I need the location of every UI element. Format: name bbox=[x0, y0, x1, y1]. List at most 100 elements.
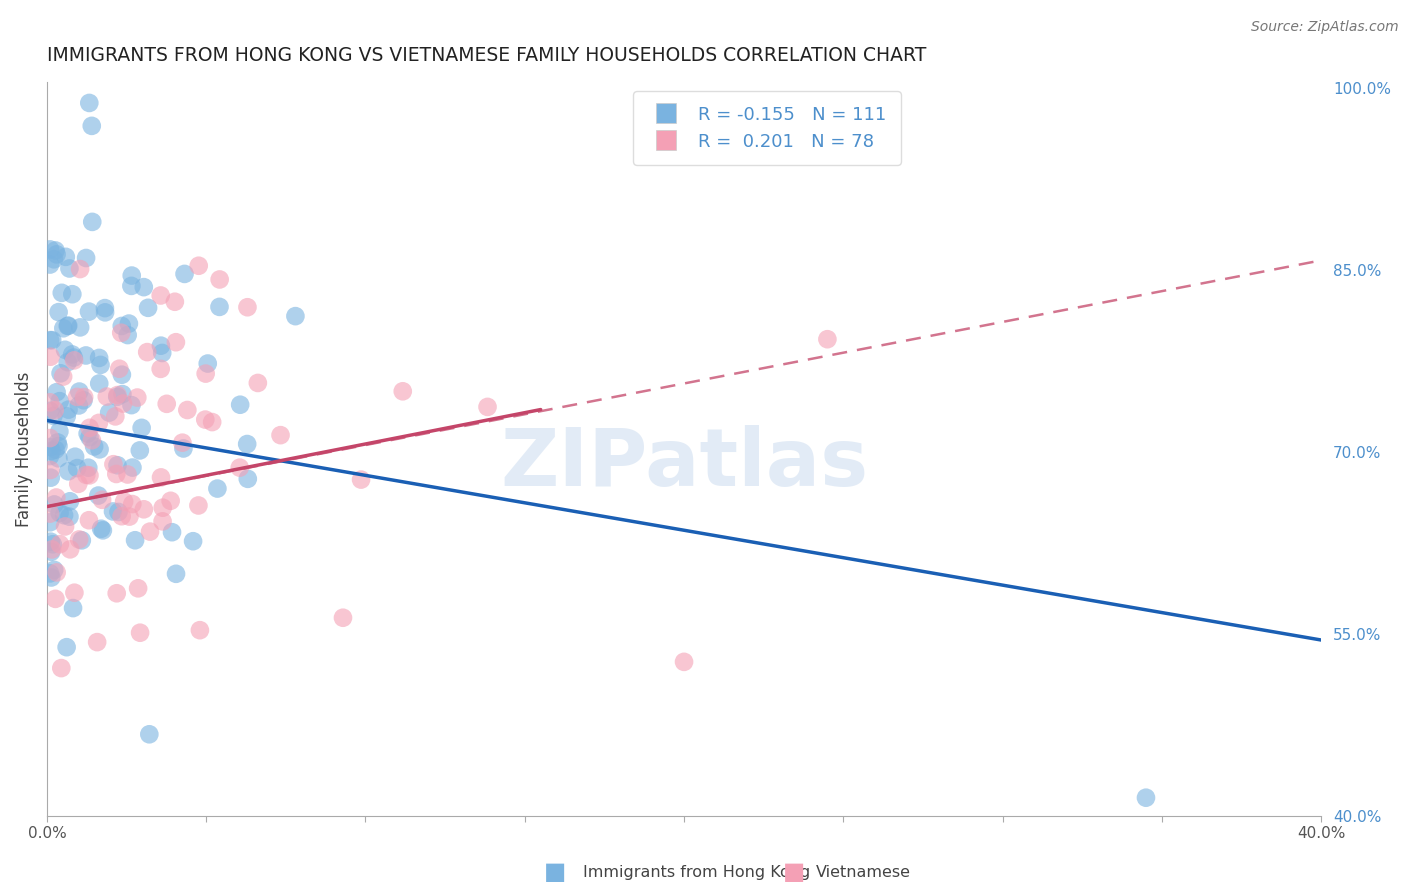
Point bbox=[236, 472, 259, 486]
Point bbox=[165, 335, 187, 350]
Point bbox=[48, 394, 70, 409]
Point bbox=[284, 309, 307, 323]
Y-axis label: Family Households: Family Households bbox=[15, 371, 32, 526]
Point bbox=[52, 321, 75, 335]
Point bbox=[73, 390, 96, 404]
Point bbox=[45, 247, 67, 261]
Point bbox=[77, 513, 100, 527]
Point bbox=[39, 516, 62, 530]
Point bbox=[41, 542, 63, 557]
Point bbox=[60, 347, 83, 361]
Point bbox=[89, 376, 111, 391]
Point bbox=[673, 655, 696, 669]
Point bbox=[131, 421, 153, 435]
Point bbox=[127, 582, 149, 596]
Point bbox=[39, 507, 62, 521]
Point bbox=[236, 437, 259, 451]
Point bbox=[58, 261, 80, 276]
Point bbox=[149, 288, 172, 302]
Point bbox=[69, 320, 91, 334]
Point bbox=[194, 412, 217, 426]
Point bbox=[86, 635, 108, 649]
Point bbox=[62, 351, 84, 365]
Point bbox=[181, 534, 204, 549]
Point bbox=[39, 463, 62, 477]
Point bbox=[105, 586, 128, 600]
Point bbox=[121, 497, 143, 511]
Point bbox=[150, 470, 173, 484]
Point bbox=[350, 473, 373, 487]
Point bbox=[160, 525, 183, 540]
Point bbox=[60, 287, 83, 301]
Point bbox=[173, 267, 195, 281]
Point bbox=[58, 318, 80, 333]
Point bbox=[55, 250, 77, 264]
Point bbox=[103, 457, 125, 471]
Point bbox=[139, 524, 162, 539]
Text: ■: ■ bbox=[544, 861, 567, 884]
Point bbox=[67, 476, 90, 491]
Point bbox=[149, 362, 172, 376]
Point bbox=[91, 524, 114, 538]
Point bbox=[75, 349, 97, 363]
Point bbox=[48, 305, 70, 319]
Point bbox=[159, 493, 181, 508]
Point bbox=[79, 430, 101, 444]
Point bbox=[120, 279, 142, 293]
Point bbox=[127, 391, 149, 405]
Text: Source: ZipAtlas.com: Source: ZipAtlas.com bbox=[1251, 20, 1399, 34]
Point bbox=[53, 519, 76, 533]
Point bbox=[111, 509, 134, 524]
Point bbox=[89, 358, 111, 372]
Point bbox=[42, 537, 65, 551]
Point bbox=[39, 545, 62, 559]
Point bbox=[66, 461, 89, 475]
Point bbox=[105, 467, 128, 481]
Point bbox=[77, 304, 100, 318]
Point bbox=[172, 435, 194, 450]
Point bbox=[39, 440, 62, 454]
Point bbox=[107, 388, 129, 402]
Point bbox=[101, 504, 124, 518]
Point bbox=[270, 428, 292, 442]
Point bbox=[41, 570, 63, 584]
Point bbox=[165, 566, 187, 581]
Point bbox=[39, 404, 62, 418]
Point bbox=[98, 406, 121, 420]
Point bbox=[208, 272, 231, 286]
Point bbox=[75, 467, 97, 482]
Point bbox=[111, 368, 134, 382]
Point bbox=[45, 566, 67, 580]
Point bbox=[132, 280, 155, 294]
Point bbox=[229, 460, 252, 475]
Point bbox=[67, 533, 90, 547]
Point bbox=[63, 353, 86, 368]
Point bbox=[39, 395, 62, 409]
Point bbox=[229, 398, 252, 412]
Point bbox=[117, 328, 139, 343]
Point bbox=[58, 402, 80, 417]
Point bbox=[105, 390, 128, 404]
Point bbox=[58, 509, 80, 524]
Point bbox=[52, 369, 75, 384]
Point bbox=[118, 509, 141, 524]
Point bbox=[51, 661, 73, 675]
Point bbox=[332, 611, 354, 625]
Point bbox=[112, 494, 135, 508]
Point bbox=[49, 366, 72, 380]
Text: ZIPatlas: ZIPatlas bbox=[501, 425, 868, 503]
Point bbox=[67, 399, 90, 413]
Point bbox=[194, 367, 217, 381]
Point bbox=[83, 440, 105, 454]
Point bbox=[39, 258, 62, 272]
Point bbox=[46, 435, 69, 450]
Point bbox=[59, 542, 82, 557]
Point bbox=[63, 450, 86, 464]
Point bbox=[136, 345, 159, 359]
Point bbox=[77, 460, 100, 475]
Point bbox=[48, 425, 70, 439]
Point bbox=[62, 601, 84, 615]
Point bbox=[56, 355, 79, 369]
Point bbox=[149, 339, 172, 353]
Legend: R = -0.155   N = 111, R =  0.201   N = 78: R = -0.155 N = 111, R = 0.201 N = 78 bbox=[633, 91, 901, 165]
